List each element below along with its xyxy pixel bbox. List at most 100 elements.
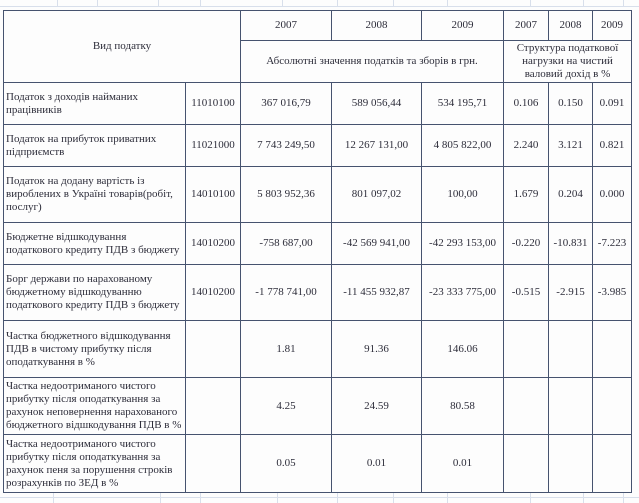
pct-value-2009: 0.000 [592,166,632,223]
row-tax-name: Частка недоотриманого чистого прибутку п… [3,377,186,435]
sheet-gridline [393,492,394,503]
pct-value-2007: 2.240 [503,124,549,167]
abs-value-2008: 24.59 [331,377,422,435]
sheet-gridline [158,0,159,6]
row-tax-code: 11010100 [185,82,241,125]
abs-value-2007: 1.81 [240,320,332,378]
row-tax-name: Податок з доходів найманих працівників [3,82,186,125]
abs-value-2007: -758 687,00 [240,222,332,265]
sheet-gridline [337,0,338,6]
sheet-gridline [97,0,98,6]
header-abs-group: Абсолютні значення податків та зборів в … [240,40,504,83]
sheet-gridline [447,0,448,6]
abs-value-2009: 0.01 [421,434,504,493]
row-tax-code [185,434,241,493]
sheet-gridline [623,0,624,6]
sheet-gridline [583,492,584,503]
header-tax-type: Вид податку [3,10,241,83]
table-row: Частка недоотриманого чистого прибутку п… [3,377,632,435]
pct-empty-cell [503,377,549,435]
row-tax-code: 14010200 [185,222,241,265]
abs-value-2008: 0.01 [331,434,422,493]
sheet-gridline [623,492,624,503]
abs-value-2007: 7 743 249,50 [240,124,332,167]
sheet-gridline-bottom [0,497,639,498]
pct-empty-cell [592,377,632,435]
pct-value-2007: -0.515 [503,264,549,321]
header-row-groups: Абсолютні значення податків та зборів в … [4,40,632,83]
pct-value-2008: 0.204 [548,166,593,223]
abs-value-2007: 4.25 [240,377,332,435]
abs-value-2007: 5 803 952,36 [240,166,332,223]
abs-value-2009: -23 333 775,00 [421,264,504,321]
sheet-gridline [200,492,201,503]
abs-value-2007: 0.05 [240,434,332,493]
abs-value-2009: 100,00 [421,166,504,223]
abs-value-2009: 146.06 [421,320,504,378]
pct-empty-cell [503,320,549,378]
sheet-gridline [393,0,394,6]
abs-value-2009: -42 293 153,00 [421,222,504,265]
abs-value-2008: -42 569 941,00 [331,222,422,265]
sheet-gridline [530,492,531,503]
abs-value-2009: 80.58 [421,377,504,435]
sheet-gridline-top [0,6,639,7]
row-tax-code: 14010200 [185,264,241,321]
header-year-abs-2009: 2009 [421,10,504,41]
table-row: Частка бюджетного відшкодування ПДВ в чи… [3,320,632,378]
header-year-abs-2007: 2007 [240,10,332,41]
sheet-gridline [447,492,448,503]
pct-empty-cell [548,434,593,493]
pct-value-2008: -10.831 [548,222,593,265]
pct-value-2007: 1.679 [503,166,549,223]
header-year-pct-2008: 2008 [548,10,593,41]
sheet-gridline [282,0,283,6]
header-year-pct-2007: 2007 [503,10,549,41]
row-tax-name: Бюджетне відшкодування податкового креди… [3,222,186,265]
pct-value-2007: -0.220 [503,222,549,265]
pct-value-2008: -2.915 [548,264,593,321]
table-row: Податок з доходів найманих працівників 1… [3,82,632,125]
pct-empty-cell [592,434,632,493]
pct-empty-cell [592,320,632,378]
sheet-gridline [277,492,278,503]
abs-value-2008: 589 056,44 [331,82,422,125]
sheet-gridline [337,492,338,503]
row-tax-name: Частка бюджетного відшкодування ПДВ в чи… [3,320,186,378]
sheet-gridline [57,0,58,6]
pct-empty-cell [503,434,549,493]
header-row-years: Вид податку 2007 2008 2009 2007 2008 200… [3,10,632,83]
table-row: Борг держави по нарахованому бюджетному … [3,264,632,321]
row-tax-name: Борг держави по нарахованому бюджетному … [3,264,186,321]
row-tax-name: Податок на додану вартість із вироблених… [3,166,186,223]
sheet-gridline [53,492,54,503]
pct-value-2009: -3.985 [592,264,632,321]
tax-table: Вид податку 2007 2008 2009 2007 2008 200… [3,10,632,493]
header-pct-group: Структура податкової нагрузки на чистий … [503,40,632,83]
table-row: Частка недоотриманого чистого прибутку п… [3,434,632,493]
abs-value-2007: -1 778 741,00 [240,264,332,321]
pct-value-2009: 0.821 [592,124,632,167]
pct-value-2008: 3.121 [548,124,593,167]
abs-value-2009: 534 195,71 [421,82,504,125]
sheet-gridline [530,0,531,6]
row-tax-name: Податок на прибуток приватних підприємст… [3,124,186,167]
abs-value-2008: 801 097,02 [331,166,422,223]
abs-value-2007: 367 016,79 [240,82,332,125]
pct-empty-cell [548,320,593,378]
row-tax-code: 14010100 [185,166,241,223]
header-year-pct-2009: 2009 [592,10,632,41]
row-tax-code [185,377,241,435]
pct-value-2008: 0.150 [548,82,593,125]
abs-value-2008: -11 455 932,87 [331,264,422,321]
abs-value-2009: 4 805 822,00 [421,124,504,167]
pct-value-2007: 0.106 [503,82,549,125]
pct-value-2009: 0.091 [592,82,632,125]
abs-value-2008: 91.36 [331,320,422,378]
sheet-gridline [160,492,161,503]
sheet-gridline [583,0,584,6]
row-tax-name: Частка недоотриманого чистого прибутку п… [3,434,186,493]
header-year-abs-2008: 2008 [331,10,422,41]
sheet-gridline [200,0,201,6]
